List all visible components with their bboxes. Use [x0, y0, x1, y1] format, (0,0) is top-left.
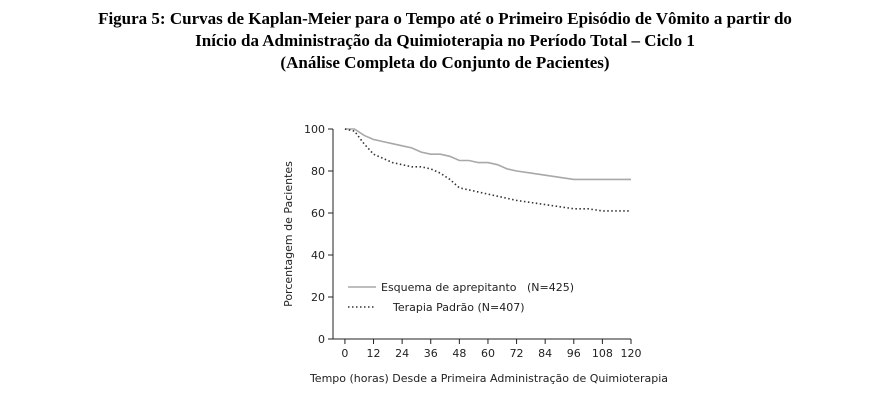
y-tick-label: 80: [311, 165, 325, 178]
x-tick-label: 36: [424, 347, 438, 360]
x-tick-label: 12: [367, 347, 381, 360]
series-line: [344, 128, 631, 212]
x-tick-label: 84: [538, 347, 552, 360]
series-line: [344, 128, 631, 181]
x-tick-label: 120: [621, 347, 642, 360]
legend-label: Terapia Padrão (N=407): [392, 301, 525, 314]
y-axis-label: Porcentagem de Pacientes: [282, 161, 295, 307]
x-tick-label: 96: [567, 347, 581, 360]
chart-title: Início da Administração da Quimioterapia…: [195, 31, 695, 50]
chart-title: Figura 5: Curvas de Kaplan-Meier para o …: [98, 9, 792, 28]
x-tick-label: 24: [395, 347, 409, 360]
x-tick-label: 108: [592, 347, 613, 360]
y-tick-label: 60: [311, 207, 325, 220]
x-tick-label: 60: [481, 347, 495, 360]
y-tick-label: 40: [311, 249, 325, 262]
x-tick-label: 48: [452, 347, 466, 360]
x-axis-label: Tempo (horas) Desde a Primeira Administr…: [309, 372, 668, 385]
y-tick-label: 0: [318, 333, 325, 346]
y-tick-label: 20: [311, 291, 325, 304]
x-tick-label: 72: [510, 347, 524, 360]
y-tick-label: 100: [304, 123, 325, 136]
x-tick-label: 0: [341, 347, 348, 360]
chart-title: (Análise Completa do Conjunto de Pacient…: [280, 53, 609, 72]
legend-label: Esquema de aprepitanto (N=425): [381, 281, 574, 294]
